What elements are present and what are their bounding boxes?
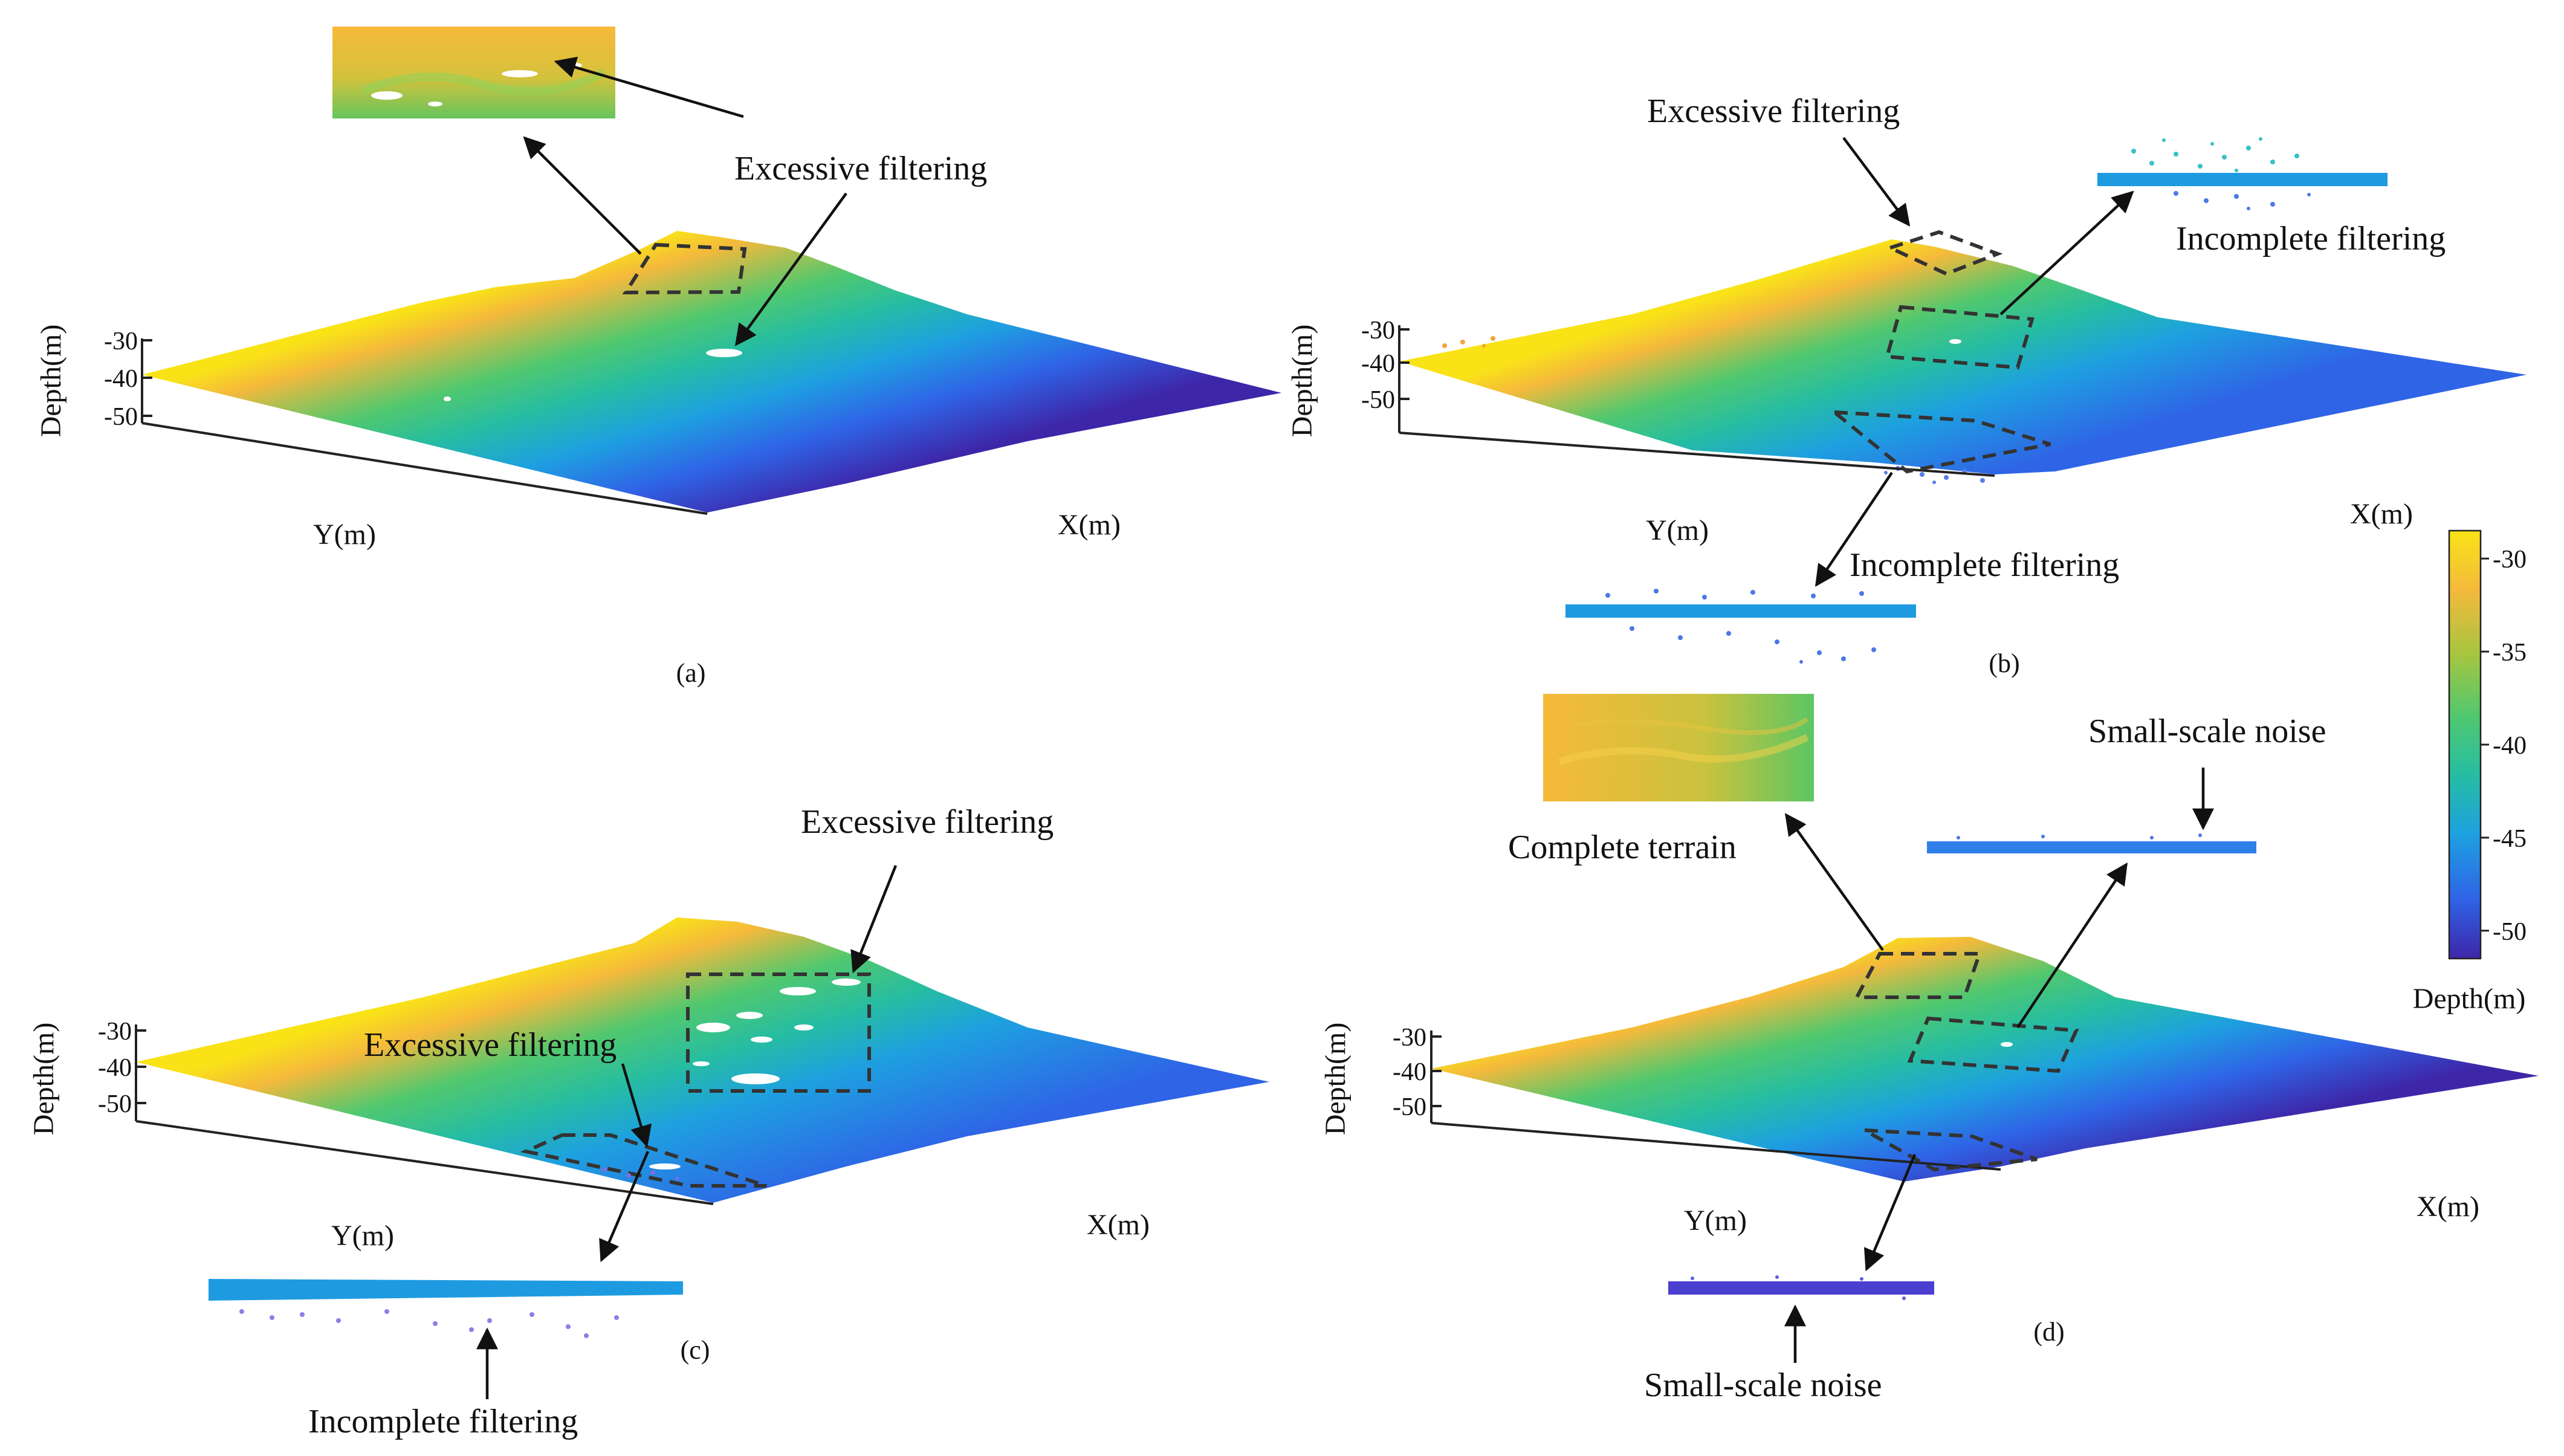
depth-axis-label: Depth(m)	[28, 1023, 60, 1136]
depth-axis-label: Depth(m)	[35, 325, 67, 438]
colorbar-gradient	[2448, 529, 2482, 960]
filter-gap	[1949, 339, 1961, 344]
y-axis-a	[141, 422, 708, 515]
colorbar-tick-label: -45	[2493, 825, 2527, 853]
depth-tick: -50	[104, 403, 138, 431]
annotation-label: Excessive filtering	[801, 803, 1054, 841]
highlight-box	[1854, 952, 1983, 999]
depth-axis-label: Depth(m)	[1319, 1023, 1352, 1136]
panel-c: -30 -40 -50 Depth(m) Y(m) X(m) Excessive…	[28, 803, 1269, 1440]
arrow	[599, 1151, 650, 1263]
annotation-label: Small-scale noise	[2088, 713, 2326, 750]
annotation-label: Excessive filtering	[364, 1026, 617, 1064]
annotation-label: Excessive filtering	[1647, 92, 1900, 130]
depth-tick: -50	[98, 1090, 132, 1118]
arrow	[554, 56, 744, 118]
arrow	[621, 1063, 652, 1148]
depth-tick: -40	[104, 365, 138, 393]
y-axis-label: Y(m)	[1684, 1205, 1747, 1237]
filter-gap	[444, 396, 451, 401]
y-axis-label: Y(m)	[1646, 514, 1709, 546]
depth-tick: -40	[1361, 350, 1395, 378]
y-axis-c	[135, 1120, 714, 1205]
noise-points	[1442, 336, 1495, 348]
highlight-box	[686, 972, 871, 1093]
depth-axis-label: Depth(m)	[1286, 325, 1318, 438]
colorbar-ticks: -30 -35 -40 -45 -50	[2481, 546, 2527, 946]
filter-gap	[649, 979, 861, 1170]
depth-tick: -30	[1361, 317, 1395, 345]
annotation-label: Incomplete filtering	[1850, 546, 2119, 584]
highlight-box	[1863, 1128, 2038, 1172]
arrow	[2016, 862, 2128, 1029]
highlight-box	[1828, 410, 2051, 474]
terrain-surface-b	[1399, 239, 2527, 474]
filter-gap	[2001, 1042, 2013, 1047]
arrow	[1842, 137, 1911, 227]
noise-points	[602, 1167, 679, 1180]
arrow	[1784, 813, 1884, 951]
depth-tick: -40	[1393, 1058, 1426, 1086]
filter-gap	[706, 349, 742, 357]
colorbar-tick-label: -50	[2493, 918, 2527, 946]
depth-tick: -30	[98, 1018, 132, 1046]
terrain-surface-a	[142, 231, 1281, 513]
inset-profile-b-top	[2097, 137, 2388, 210]
annotation-label: Excessive filtering	[734, 150, 987, 187]
annotation-label: Incomplete filtering	[308, 1403, 578, 1440]
panel-caption: (b)	[1989, 649, 2019, 678]
y-axis-d	[1431, 1122, 2001, 1171]
x-axis-label: X(m)	[1087, 1209, 1150, 1241]
annotation-label: Incomplete filtering	[2176, 220, 2446, 257]
arrow	[850, 865, 898, 974]
arrow	[1815, 471, 1893, 587]
inset-profile-b-bottom	[1565, 589, 1916, 664]
y-axis-label: Y(m)	[313, 519, 376, 551]
highlight-box	[1885, 230, 2003, 276]
colorbar-tick-label: -30	[2493, 546, 2527, 574]
panel-caption: (c)	[681, 1335, 710, 1365]
panel-d: -30 -40 -50 Depth(m) Y(m) X(m) Complete …	[1319, 694, 2539, 1404]
annotation-label: Complete terrain	[1508, 829, 1737, 866]
highlight-box	[1907, 1016, 2079, 1073]
x-axis-label: X(m)	[2417, 1191, 2479, 1223]
inset-profile-d-bottom	[1668, 1275, 1934, 1300]
noise-points	[1884, 466, 1985, 484]
annotation-label: Small-scale noise	[1644, 1367, 1882, 1404]
inset-profile-d-right	[1927, 833, 2256, 853]
terrain-surface-d	[1431, 937, 2539, 1182]
arrow	[523, 136, 642, 255]
panel-caption: (d)	[2033, 1317, 2064, 1347]
highlight-box	[1885, 305, 2035, 370]
terrain-surface-c	[136, 917, 1269, 1203]
x-axis-label: X(m)	[1058, 509, 1121, 541]
colorbar-label: Depth(m)	[2413, 983, 2526, 1015]
arrow	[734, 192, 847, 346]
colorbar-tick-label: -35	[2493, 639, 2527, 667]
highlight-box	[622, 242, 747, 295]
panel-b: -30 -40 -50 Depth(m) Y(m) X(m)	[1286, 92, 2527, 678]
inset-topography-a	[332, 27, 615, 118]
inset-topography-d	[1543, 694, 1814, 801]
panel-caption: (a)	[676, 658, 706, 688]
y-axis-label: Y(m)	[331, 1220, 394, 1252]
arrow	[1863, 1154, 1917, 1272]
depth-tick: -30	[1393, 1024, 1426, 1052]
depth-tick: -30	[104, 328, 138, 355]
depth-tick: -40	[98, 1054, 132, 1082]
panel-a: -30 -40 -50 Depth(m) Y(m) X(m) Excessive…	[35, 27, 1281, 688]
colorbar: -30 -35 -40 -45 -50 Depth(m)	[2413, 529, 2527, 1015]
inset-profile-c	[209, 1279, 683, 1338]
x-axis-label: X(m)	[2350, 498, 2413, 530]
depth-tick: -50	[1361, 386, 1395, 414]
y-axis-b	[1399, 432, 1995, 477]
colorbar-tick-label: -40	[2493, 732, 2527, 760]
arrow	[1999, 190, 2134, 315]
depth-tick: -50	[1393, 1093, 1426, 1121]
